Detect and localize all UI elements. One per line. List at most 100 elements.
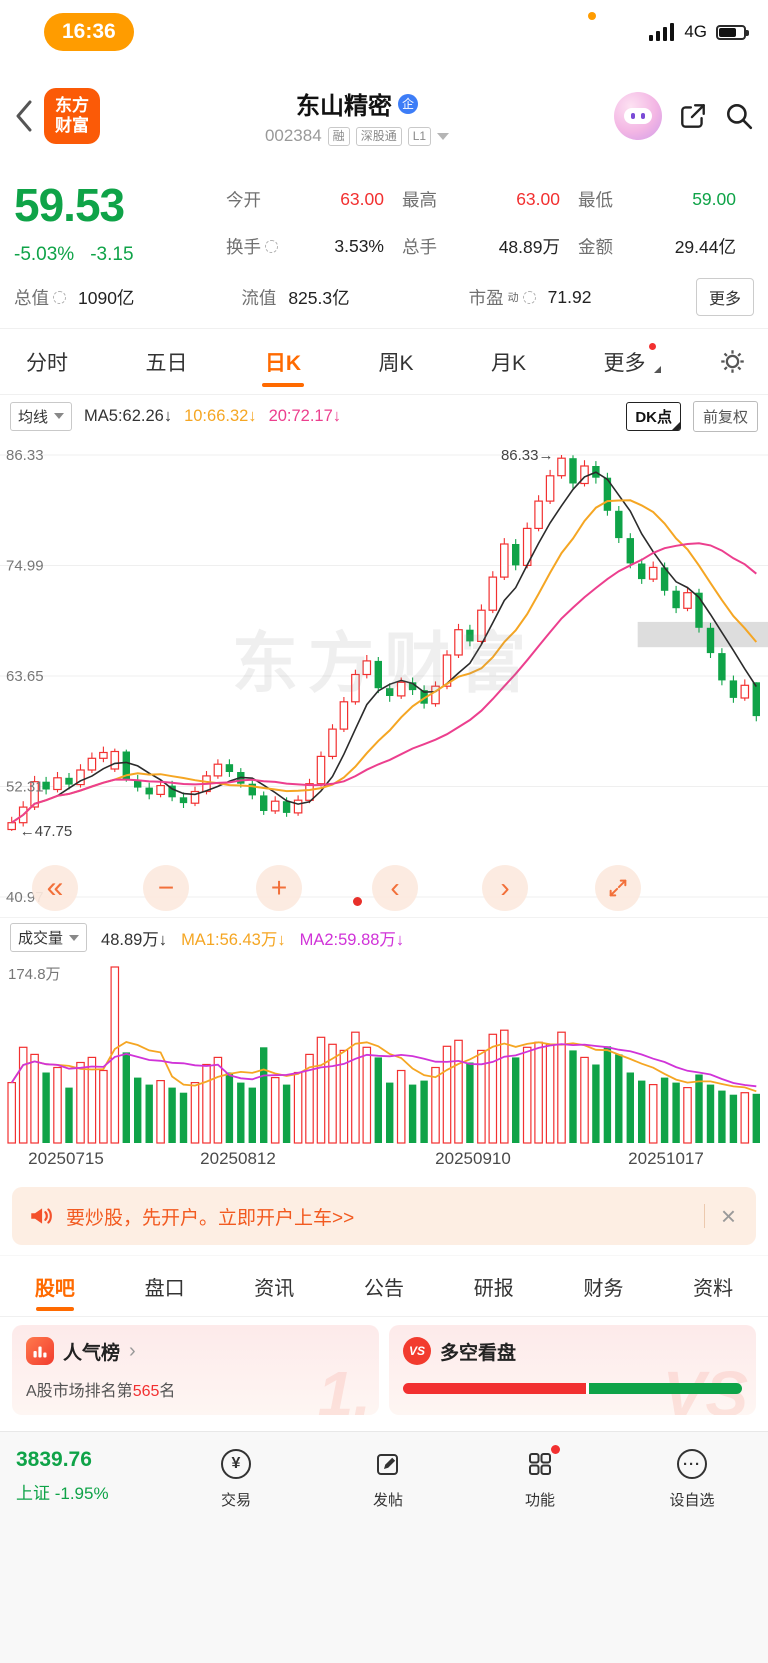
logo-line1: 东方 — [55, 96, 89, 116]
candlestick-chart[interactable]: 东方财富 86.33 74.99 63.65 52.31 40.97 86.33→ ←47.… — [0, 437, 768, 917]
rank-number: 565 — [132, 1383, 160, 1400]
notification-dot — [551, 1445, 560, 1454]
zoom-in-button[interactable]: + — [256, 865, 302, 911]
adjust-mode-button[interactable]: 前复权 — [692, 400, 758, 432]
volume-ma1: MA1:56.43万↓ — [181, 930, 286, 949]
tab-more-periods[interactable]: 更多 — [599, 335, 662, 389]
x-label: 20250812 — [200, 1149, 276, 1168]
dropdown-wedge-icon — [654, 365, 662, 373]
cards-row: 1. 人气榜 › A股市场排名第565名 VS VS 多空看盘 — [0, 1317, 768, 1431]
svg-text:74.99: 74.99 — [6, 558, 44, 575]
bull-segment — [403, 1383, 590, 1394]
nav-trade[interactable]: ¥ 交易 — [160, 1448, 312, 1510]
vs-icon: VS — [403, 1337, 431, 1365]
card-title: 人气榜 — [63, 1342, 121, 1364]
volume-selector-dropdown[interactable]: 成交量 — [10, 923, 88, 952]
tab-5day[interactable]: 五日 — [145, 351, 188, 375]
quote-stats-grid: 今开 63.00 最高 63.00 最低 59.00 换手 3.53% 总手 48.89万… — [226, 176, 754, 270]
fast-back-button[interactable]: « — [32, 865, 78, 911]
open-account-link[interactable]: 要炒股，先开户。立即开户上车>> — [66, 1207, 355, 1229]
info-icon[interactable] — [265, 240, 278, 253]
chevron-down-icon[interactable] — [437, 132, 450, 140]
gear-icon[interactable] — [719, 348, 746, 375]
nav-post[interactable]: 发帖 — [312, 1448, 464, 1510]
last-price: 59.53 — [14, 179, 125, 231]
info-icon[interactable] — [522, 290, 536, 304]
stock-title-block: 东山精密 企 002384 融 深股通 L1 — [110, 86, 604, 146]
x-label: 20250715 — [28, 1149, 104, 1168]
tab-profile[interactable]: 资料 — [693, 1277, 734, 1300]
tab-minute[interactable]: 分时 — [26, 351, 68, 375]
more-stats-button[interactable]: 更多 — [695, 278, 754, 316]
svg-text:←47.75: ←47.75 — [20, 823, 73, 840]
enterprise-badge[interactable]: 企 — [398, 93, 418, 114]
tab-weekly-k[interactable]: 周K — [378, 351, 414, 375]
chart-controls: « − + ‹ › — [0, 437, 768, 917]
quote-row3: 总值 1090亿 流值 825.3亿 市盈动 71.92 更多 — [14, 278, 754, 316]
pan-left-button[interactable]: ‹ — [372, 865, 418, 911]
info-icon[interactable] — [53, 290, 66, 304]
banner-divider — [703, 1204, 705, 1228]
bull-bear-card[interactable]: VS VS 多空看盘 — [389, 1325, 756, 1415]
pan-right-button[interactable]: › — [482, 865, 528, 911]
stat-turnover: 换手 3.53% — [226, 236, 384, 257]
ma-selector-dropdown[interactable]: 均线 — [10, 401, 73, 431]
status-right: 4G — [649, 22, 749, 42]
tab-daily-k[interactable]: 日K — [261, 335, 305, 389]
assistant-face — [624, 108, 652, 124]
megaphone-icon — [31, 1208, 52, 1224]
chevron-right-icon: › — [129, 1339, 136, 1362]
recording-indicator-dot — [588, 12, 596, 20]
tab-research[interactable]: 研报 — [473, 1277, 514, 1300]
tab-news[interactable]: 资讯 — [254, 1277, 295, 1300]
search-icon[interactable] — [724, 101, 754, 131]
battery-fill — [719, 27, 736, 37]
stat-marketcap: 总值 1090亿 — [14, 287, 135, 308]
rank-subtitle: A股市场排名第565名 — [26, 1383, 176, 1400]
ma5-value: MA5:62.26↓ — [84, 406, 173, 425]
svg-text:174.8万: 174.8万 — [8, 966, 61, 983]
share-icon[interactable] — [678, 101, 708, 131]
notification-dot — [649, 342, 657, 350]
tab-monthly-k[interactable]: 月K — [491, 351, 527, 375]
header-icons — [614, 92, 754, 140]
stat-floatcap: 流值 825.3亿 — [241, 287, 350, 308]
tab-announcements[interactable]: 公告 — [364, 1277, 405, 1300]
x-label: 20250910 — [435, 1149, 511, 1168]
close-icon[interactable]: × — [720, 1200, 736, 1231]
nav-add-watchlist[interactable]: ··· 设自选 — [616, 1448, 768, 1510]
tab-pankou[interactable]: 盘口 — [144, 1277, 185, 1300]
tab-financials[interactable]: 财务 — [583, 1277, 624, 1300]
expand-icon — [609, 879, 627, 897]
more-dots-icon: ··· — [677, 1449, 707, 1479]
battery-icon — [716, 24, 749, 40]
volume-current: 48.89万↓ — [101, 930, 168, 949]
logo-line2: 财富 — [55, 116, 89, 135]
trade-yuan-icon: ¥ — [221, 1449, 251, 1479]
volume-chart[interactable]: 174.8万 — [0, 957, 768, 1147]
stock-code: 002384 — [264, 126, 322, 145]
tab-guba[interactable]: 股吧 — [0, 1256, 110, 1316]
section-tab-bar: 股吧 盘口 资讯 公告 研报 财务 资料 — [0, 1255, 768, 1317]
dk-point-button[interactable]: DK点 — [626, 401, 681, 431]
svg-text:86.33: 86.33 — [6, 447, 44, 464]
compose-icon — [377, 1454, 398, 1475]
svg-text:52.31: 52.31 — [6, 779, 44, 796]
level-tag: L1 — [407, 126, 432, 146]
nav-functions[interactable]: 功能 — [464, 1445, 616, 1510]
index-quote-shortcut[interactable]: 3839.76 上证 -1.95% — [0, 1448, 160, 1504]
volume-ma2: MA2:59.88万↓ — [299, 930, 405, 949]
fullscreen-button[interactable] — [595, 865, 641, 911]
status-time: 16:36 — [62, 20, 116, 43]
back-icon[interactable] — [14, 99, 34, 133]
assistant-avatar[interactable] — [614, 92, 662, 140]
grid-icon — [529, 1453, 551, 1475]
stat-low: 最低 59.00 — [578, 189, 736, 210]
zoom-out-button[interactable]: − — [143, 865, 189, 911]
svg-text:86.33→: 86.33→ — [501, 447, 554, 464]
popularity-rank-card[interactable]: 1. 人气榜 › A股市场排名第565名 — [12, 1325, 379, 1415]
bottom-nav-bar: 3839.76 上证 -1.95% ¥ 交易 发帖 功能 ··· 设自选 — [0, 1431, 768, 1663]
time-pill: 16:36 — [44, 13, 134, 51]
